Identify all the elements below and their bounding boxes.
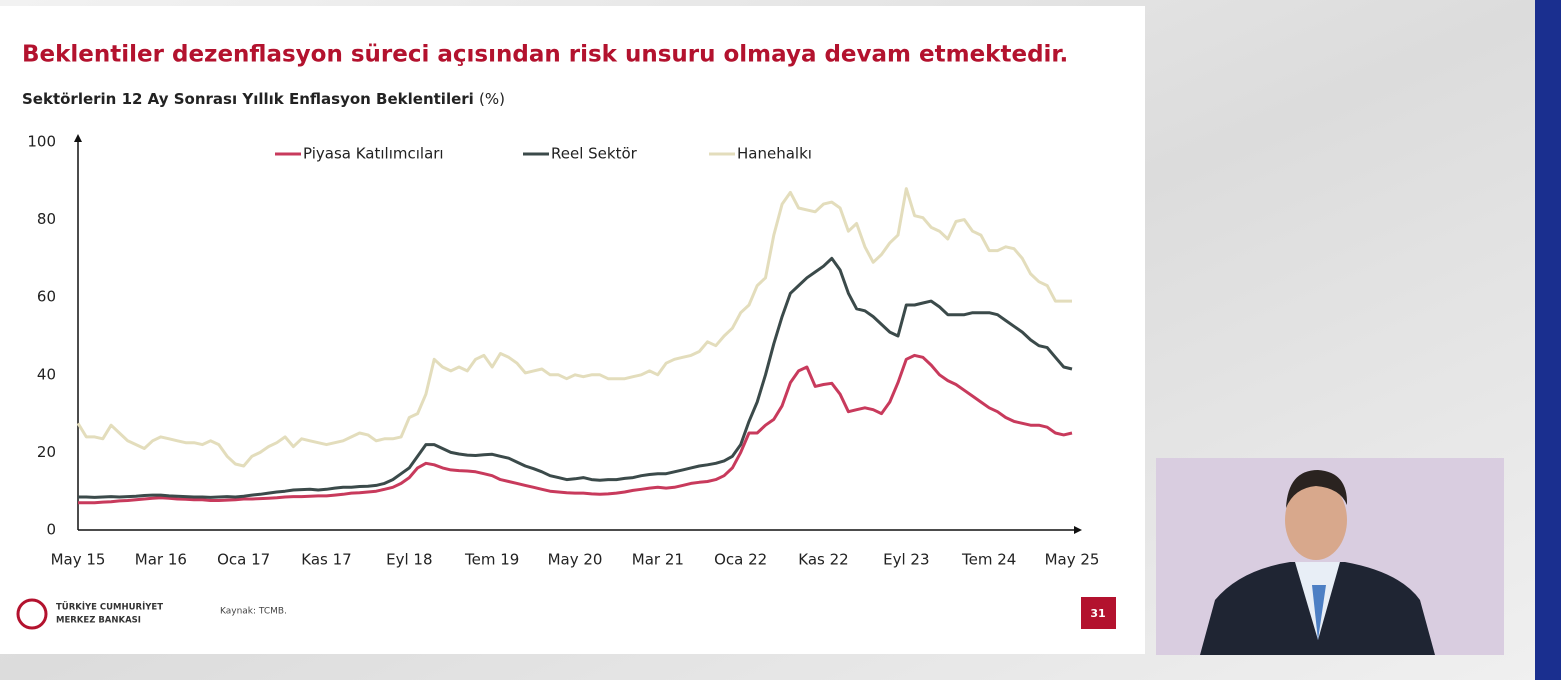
page-number: 31 xyxy=(1090,607,1105,620)
headline: Beklentiler dezenflasyon süreci açısında… xyxy=(22,42,1068,68)
x-tick-label: Kas 22 xyxy=(798,551,848,569)
y-tick-label: 20 xyxy=(37,443,56,461)
page-number-box xyxy=(1081,597,1116,629)
x-tick-label: May 15 xyxy=(51,551,106,569)
chart-title-unit: (%) xyxy=(479,90,505,108)
y-tick-label: 100 xyxy=(27,133,56,151)
slide xyxy=(0,6,1145,654)
x-tick-label: Mar 16 xyxy=(135,551,187,569)
x-tick-label: Mar 21 xyxy=(632,551,684,569)
source: Kaynak: TCMB. xyxy=(220,607,287,617)
tie xyxy=(1312,585,1326,640)
logo-line: MERKEZ BANKASI xyxy=(56,616,141,626)
series-line xyxy=(78,256,1073,499)
x-tick-label: Tem 24 xyxy=(961,551,1016,569)
legend-label: Piyasa Katılımcıları xyxy=(303,145,444,163)
series-line xyxy=(78,353,1073,505)
y-axis-arrow xyxy=(74,134,82,142)
y-tick-label: 60 xyxy=(37,288,56,306)
chart-title: Sektörlerin 12 Ay Sonrası Yıllık Enflasy… xyxy=(22,90,505,108)
y-tick-label: 40 xyxy=(37,365,56,383)
x-tick-label: May 20 xyxy=(548,551,603,569)
legend-label: Hanehalkı xyxy=(737,145,812,163)
logo-mark xyxy=(16,598,48,630)
x-tick-label: Eyl 18 xyxy=(386,551,432,569)
face xyxy=(1285,480,1347,560)
logo: TÜRKİYE CUMHURİYET MERKEZ BANKASI xyxy=(16,598,163,630)
x-tick-label: May 25 xyxy=(1045,551,1100,569)
hair xyxy=(1286,470,1348,508)
logo-line: TÜRKİYE CUMHURİYET xyxy=(56,602,163,613)
x-tick-label: Tem 19 xyxy=(464,551,519,569)
legend-label: Reel Sektör xyxy=(551,145,638,163)
speaker-video xyxy=(1156,458,1504,655)
y-tick-label: 80 xyxy=(37,210,56,228)
x-tick-label: Eyl 23 xyxy=(883,551,929,569)
x-axis-arrow xyxy=(1074,526,1082,534)
side-strip xyxy=(1535,0,1561,680)
chart-title-text: Sektörlerin 12 Ay Sonrası Yıllık Enflasy… xyxy=(22,90,474,108)
series-line xyxy=(76,187,1072,468)
y-tick-label: 0 xyxy=(46,521,56,539)
x-tick-label: Oca 17 xyxy=(217,551,270,569)
x-tick-label: Oca 22 xyxy=(714,551,767,569)
x-tick-label: Kas 17 xyxy=(301,551,351,569)
